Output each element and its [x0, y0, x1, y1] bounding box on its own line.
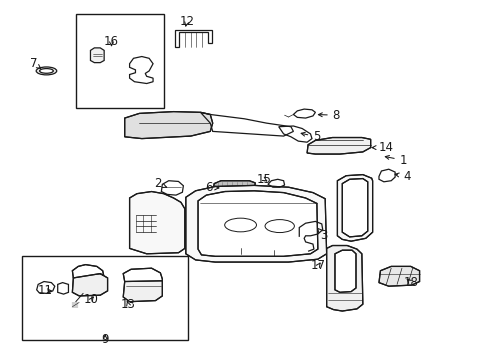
Text: 2: 2 [153, 177, 166, 190]
Polygon shape [334, 250, 355, 292]
Polygon shape [185, 185, 326, 262]
Text: 10: 10 [84, 293, 99, 306]
Text: 16: 16 [104, 35, 119, 48]
Polygon shape [337, 175, 372, 241]
Bar [22, 256, 188, 340]
Bar [76, 14, 163, 108]
Text: 14: 14 [371, 141, 393, 154]
Polygon shape [123, 276, 162, 302]
Ellipse shape [36, 67, 57, 75]
Text: 18: 18 [403, 276, 417, 289]
Polygon shape [123, 268, 162, 282]
Polygon shape [198, 191, 317, 256]
Text: 1: 1 [385, 154, 407, 167]
Polygon shape [326, 246, 362, 311]
Text: 9: 9 [101, 333, 109, 346]
Ellipse shape [40, 69, 53, 73]
Text: 5: 5 [301, 130, 320, 143]
Text: 13: 13 [121, 298, 135, 311]
Text: 15: 15 [256, 173, 271, 186]
Polygon shape [378, 266, 419, 286]
Polygon shape [129, 192, 184, 254]
Text: 17: 17 [310, 259, 325, 272]
Polygon shape [72, 265, 103, 278]
Polygon shape [342, 179, 367, 237]
Text: 12: 12 [179, 15, 194, 28]
Text: 8: 8 [318, 109, 340, 122]
Text: 4: 4 [394, 170, 410, 183]
Polygon shape [124, 112, 212, 139]
Polygon shape [306, 138, 370, 154]
Text: 6: 6 [205, 181, 219, 194]
Polygon shape [90, 48, 104, 63]
Text: 7: 7 [29, 57, 41, 69]
Text: 3: 3 [317, 228, 327, 242]
Polygon shape [72, 274, 107, 296]
Text: 11: 11 [38, 284, 52, 297]
Polygon shape [212, 181, 255, 194]
